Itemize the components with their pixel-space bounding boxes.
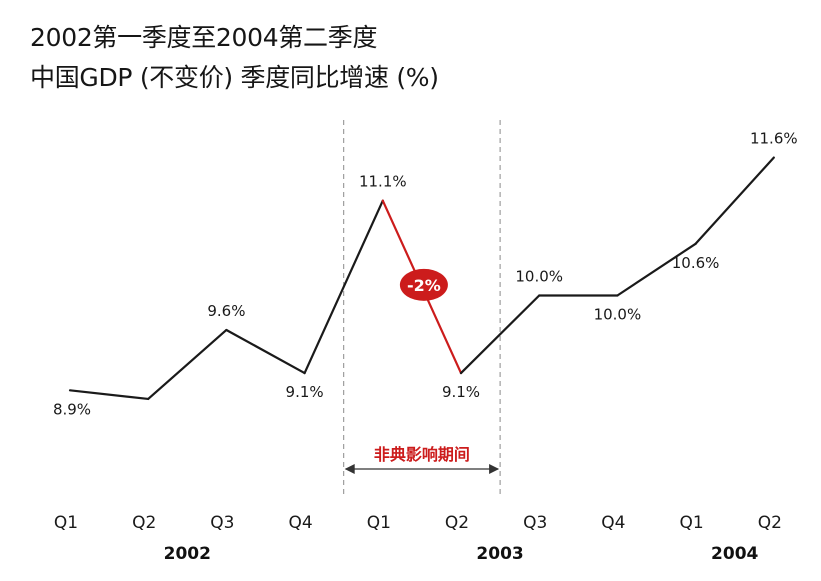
series-segment [303, 199, 384, 375]
x-year-label: 2004 [711, 544, 758, 564]
data-label: 8.9% [53, 400, 91, 418]
data-label: 9.1% [442, 383, 480, 401]
drop-badge-label: -2% [407, 276, 441, 295]
x-year-label: 2003 [476, 544, 523, 564]
series-segment [616, 242, 697, 297]
series-segment [694, 156, 775, 245]
span-arrow-head-right [489, 464, 500, 474]
drop-badge [399, 268, 448, 301]
x-axis: Q1 Q2 Q3 Q4 Q1 Q2 Q3 Q4 Q1 Q2 2002 2003 2004 [54, 513, 782, 564]
x-tick-label: Q3 [523, 513, 547, 533]
x-tick-label: Q4 [601, 513, 625, 533]
data-label: 10.0% [594, 306, 642, 324]
series-segment [459, 294, 541, 375]
chart-title-line-2: 中国GDP (不变价) 季度同比增速 (%) [30, 63, 439, 92]
span-annotation-label: 非典影响期间 [374, 445, 470, 464]
series-line-group [68, 156, 775, 401]
x-tick-label: Q3 [210, 513, 234, 533]
x-year-label: 2002 [164, 544, 211, 564]
x-tick-label: Q1 [679, 513, 703, 533]
x-tick-label: Q2 [132, 513, 156, 533]
chart-title-line-1: 2002第一季度至2004第二季度 [30, 23, 378, 52]
series-segment [147, 328, 228, 401]
x-tick-label: Q1 [54, 513, 78, 533]
value-labels: 8.9% 9.6% 9.1% 11.1% 9.1% 10.0% 10.0% 10.6% 11.6… [53, 130, 798, 419]
data-label: 10.0% [515, 268, 563, 286]
data-label: 11.1% [359, 173, 407, 191]
x-tick-label: Q1 [367, 513, 391, 533]
span-arrow-head-left [344, 464, 355, 474]
x-tick-label: Q2 [445, 513, 469, 533]
x-tick-label: Q2 [758, 513, 782, 533]
series-segment [225, 328, 306, 375]
data-label: 10.6% [672, 254, 720, 272]
annotations: -2% 非典影响期间 [344, 268, 500, 474]
series-segment [68, 389, 150, 401]
x-tick-label: Q4 [288, 513, 312, 533]
data-label: 11.6% [750, 130, 798, 148]
data-label: 9.1% [286, 383, 324, 401]
data-label: 9.6% [207, 302, 245, 320]
